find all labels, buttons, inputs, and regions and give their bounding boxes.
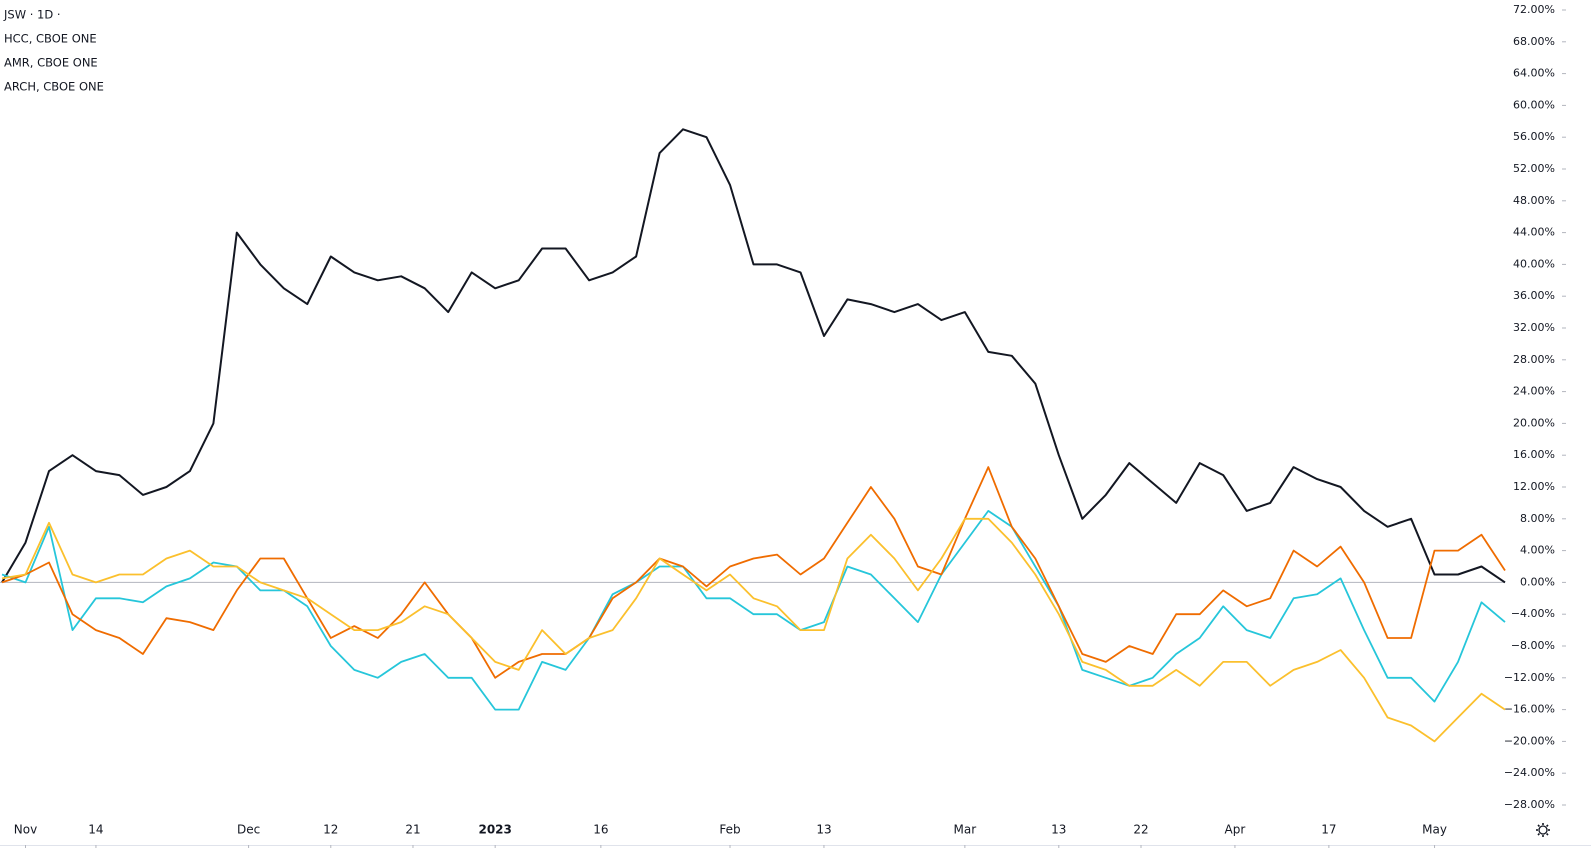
y-tick-label: 32.00% [1513, 321, 1555, 334]
y-tick-label: −20.00% [1504, 734, 1555, 747]
y-tick-label: 72.00% [1513, 3, 1555, 16]
y-tick-label: −12.00% [1504, 671, 1555, 684]
y-tick-label: 4.00% [1520, 544, 1555, 557]
y-tick-label: 8.00% [1520, 512, 1555, 525]
legend-entry: JSW · 1D · [3, 8, 61, 22]
y-tick-label: 20.00% [1513, 416, 1555, 429]
y-tick-label: 16.00% [1513, 448, 1555, 461]
series-line [1, 128, 1506, 584]
y-tick-label: 44.00% [1513, 226, 1555, 239]
series-line [1, 466, 1506, 679]
y-tick-label: −16.00% [1504, 703, 1555, 716]
y-tick-label: −24.00% [1504, 766, 1555, 779]
y-tick-label: 64.00% [1513, 67, 1555, 80]
x-tick-label: Nov [14, 823, 37, 837]
x-tick-label: 17 [1321, 823, 1336, 837]
x-tick-label: 14 [88, 823, 103, 837]
x-tick-label: Dec [237, 823, 260, 837]
x-tick-label: 13 [1051, 823, 1066, 837]
x-tick-label: 2023 [478, 823, 511, 837]
legend-entry: AMR, CBOE ONE [4, 56, 98, 70]
legend-entry: HCC, CBOE ONE [4, 32, 97, 46]
x-tick-label: 22 [1133, 823, 1148, 837]
y-tick-label: 0.00% [1520, 575, 1555, 588]
y-tick-label: 52.00% [1513, 162, 1555, 175]
series-line [1, 510, 1506, 711]
y-tick-label: −28.00% [1504, 798, 1555, 811]
y-tick-label: 36.00% [1513, 289, 1555, 302]
x-tick-label: May [1422, 823, 1447, 837]
y-tick-label: −4.00% [1511, 607, 1555, 620]
y-tick-label: 12.00% [1513, 480, 1555, 493]
x-tick-label: 12 [323, 823, 338, 837]
legend-entry: ARCH, CBOE ONE [4, 80, 104, 94]
x-tick-label: 21 [405, 823, 420, 837]
settings-icon[interactable] [1536, 823, 1550, 837]
y-tick-label: 68.00% [1513, 35, 1555, 48]
gear-ring [1538, 825, 1548, 835]
gear-teeth [1536, 823, 1550, 837]
y-tick-label: 60.00% [1513, 98, 1555, 111]
y-tick-label: 40.00% [1513, 257, 1555, 270]
x-tick-label: Feb [719, 823, 740, 837]
series-line [1, 517, 1506, 743]
x-tick-label: Mar [954, 823, 977, 837]
y-tick-label: 56.00% [1513, 130, 1555, 143]
x-tick-label: 16 [593, 823, 608, 837]
x-tick-label: Apr [1225, 823, 1246, 837]
y-tick-label: 28.00% [1513, 353, 1555, 366]
y-tick-label: 24.00% [1513, 385, 1555, 398]
x-tick-label: 13 [816, 823, 831, 837]
y-tick-label: 48.00% [1513, 194, 1555, 207]
y-tick-label: −8.00% [1511, 639, 1555, 652]
